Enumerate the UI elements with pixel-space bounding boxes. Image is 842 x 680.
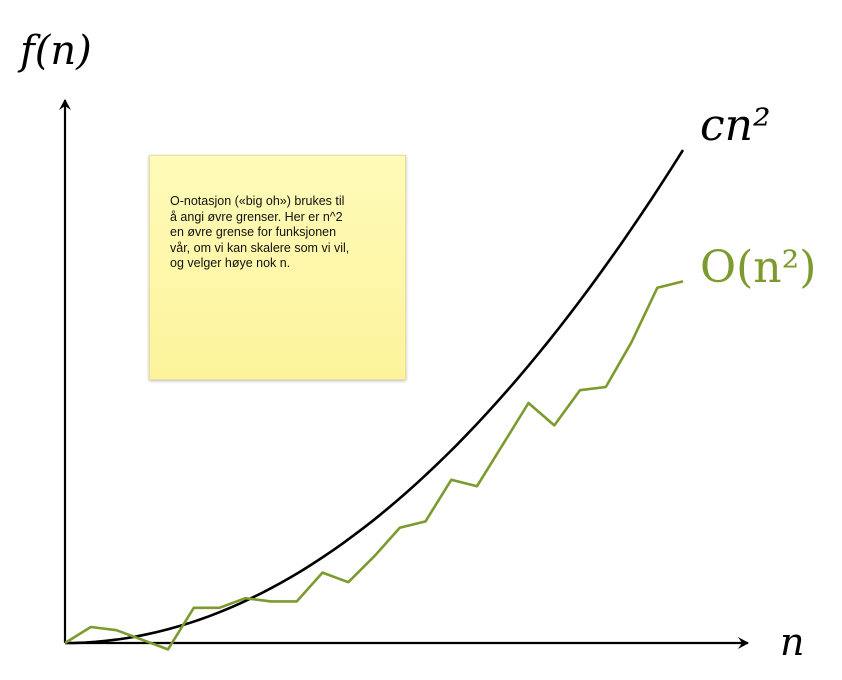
y-axis-label: f(n) [17, 28, 92, 74]
bounded-function-label: O(n²) [700, 242, 816, 293]
sticky-note: O-notasjon («big oh») brukes til å angi … [149, 155, 406, 380]
upper-bound-curve [64, 149, 685, 645]
bounded-function-curve [64, 280, 684, 651]
upper-bound-label: cn² [700, 100, 771, 151]
note-text: O-notasjon («big oh») brukes til å angi … [170, 194, 350, 270]
x-axis-label: n [780, 620, 804, 664]
